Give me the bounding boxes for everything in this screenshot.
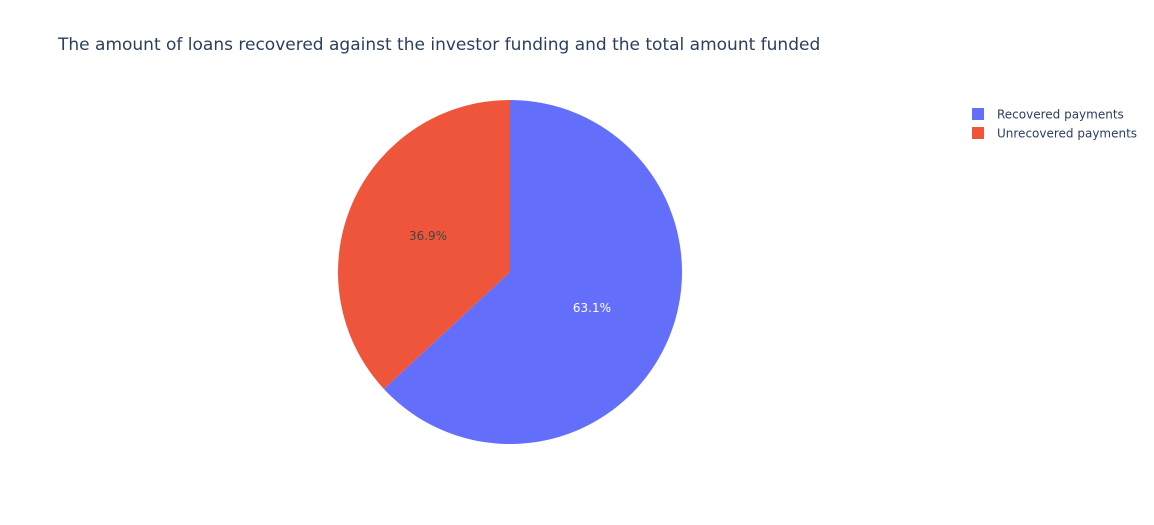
chart-title: The amount of loans recovered against th…	[57, 35, 820, 55]
pie-slices	[338, 100, 682, 445]
legend-label: Recovered payments	[997, 108, 1124, 122]
pie-slice-recovered-payments[interactable]	[383, 100, 682, 445]
legend-swatch	[972, 127, 984, 139]
legend-swatch	[972, 108, 984, 120]
legend-item-unrecovered-payments[interactable]: Unrecovered payments	[972, 127, 1137, 141]
pie-slice-labels: 63.1% 36.9%	[409, 229, 611, 315]
pie-slice-percent-label: 36.9%	[409, 229, 447, 243]
pie-slice-percent-label: 63.1%	[573, 301, 611, 315]
legend-label: Unrecovered payments	[997, 127, 1137, 141]
legend: Recovered payments Unrecovered payments	[972, 108, 1137, 141]
pie-slice-unrecovered-payments[interactable]	[338, 100, 510, 389]
legend-item-recovered-payments[interactable]: Recovered payments	[972, 108, 1124, 122]
